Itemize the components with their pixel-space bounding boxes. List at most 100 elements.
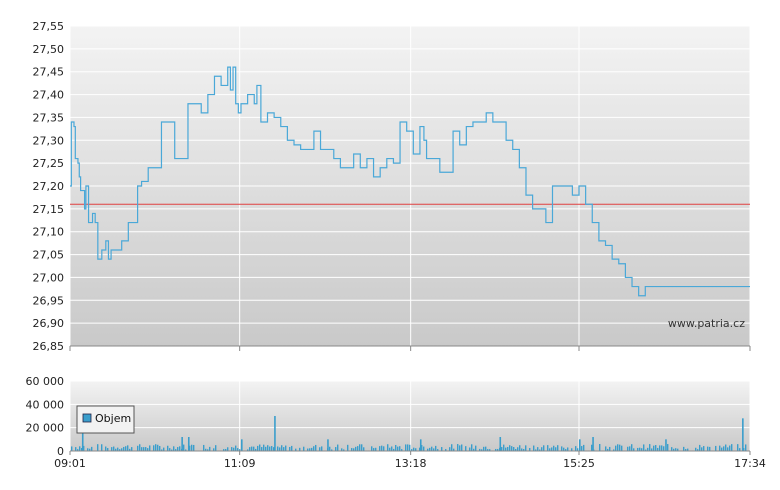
volume-bar — [543, 445, 545, 451]
volume-bar — [653, 445, 655, 451]
volume-bar — [161, 449, 163, 451]
volume-bar — [627, 446, 629, 451]
volume-bar — [565, 449, 567, 451]
volume-bar — [115, 448, 117, 451]
volume-bar — [387, 444, 389, 451]
volume-bar — [231, 447, 233, 451]
volume-bar — [707, 446, 709, 451]
volume-bar — [125, 446, 127, 451]
volume-bar — [119, 449, 121, 451]
volume-bar — [77, 449, 79, 451]
volume-bar — [299, 447, 301, 451]
volume-bar — [509, 445, 511, 451]
volume-bar — [225, 448, 227, 451]
volume-bar — [281, 445, 283, 451]
volume-bar — [277, 446, 279, 451]
volume-bar — [551, 447, 553, 451]
volume-bar — [629, 446, 631, 451]
price-x-ticks — [69, 346, 751, 351]
volume-bar — [97, 444, 99, 451]
volume-bar — [621, 445, 623, 451]
volume-bar — [581, 446, 583, 451]
volume-bar — [421, 445, 423, 451]
volume-bar — [203, 444, 205, 451]
volume-bar — [373, 448, 375, 451]
volume-bar — [645, 449, 647, 451]
volume-panel: 60 000 40 000 20 000 0 09:01 11:09 13:18 15:25… — [26, 375, 766, 470]
volume-bar — [289, 446, 291, 451]
volume-bar — [725, 444, 727, 451]
volume-bar — [511, 446, 513, 451]
volume-bar — [503, 444, 505, 451]
price-y-tick-label: 27,20 — [33, 180, 65, 193]
price-series-line — [70, 66, 750, 297]
volume-bar — [451, 444, 453, 451]
volume-bar — [727, 447, 729, 451]
volume-bar — [397, 446, 399, 451]
volume-bar — [329, 446, 331, 451]
volume-bar — [209, 446, 211, 451]
volume-bar — [319, 447, 321, 451]
volume-bar — [501, 447, 503, 451]
volume-bar — [303, 446, 305, 451]
volume-bar — [481, 449, 483, 451]
volume-bar — [399, 446, 401, 451]
volume-bar — [497, 449, 499, 451]
volume-bar — [257, 445, 259, 451]
volume-bar — [101, 444, 103, 451]
volume-bar — [117, 447, 119, 451]
volume-bar-spike — [665, 439, 667, 451]
volume-bar — [423, 446, 425, 451]
volume-bar — [263, 444, 265, 451]
price-y-tick-label: 27,50 — [33, 43, 65, 56]
volume-bar — [395, 444, 397, 451]
volume-bar — [71, 446, 73, 451]
volume-bar — [265, 446, 267, 451]
volume-bar — [121, 448, 123, 451]
volume-bar — [381, 445, 383, 451]
volume-bar — [321, 446, 323, 451]
volume-bar — [361, 444, 363, 451]
volume-bar — [237, 448, 239, 451]
volume-bar — [643, 444, 645, 451]
volume-bar-spike — [274, 416, 276, 451]
volume-bar — [359, 444, 361, 451]
volume-bar — [633, 448, 635, 451]
volume-bar — [555, 447, 557, 451]
volume-bar — [697, 449, 699, 451]
volume-bar — [473, 448, 475, 451]
volume-bar — [731, 444, 733, 451]
volume-bar — [239, 449, 241, 451]
volume-bar — [383, 446, 385, 451]
volume-bar — [87, 448, 89, 451]
volume-bar — [407, 444, 409, 451]
volume-bar — [171, 449, 173, 451]
volume-bar — [283, 447, 285, 451]
volume-bar — [205, 448, 207, 451]
volume-bar — [145, 447, 147, 451]
volume-y-tick-label: 40 000 — [26, 398, 65, 411]
volume-bar — [343, 449, 345, 451]
volume-bar — [153, 445, 155, 451]
volume-bar — [513, 447, 515, 451]
volume-bar — [233, 447, 235, 451]
volume-bar — [639, 447, 641, 451]
volume-bar — [415, 448, 417, 451]
volume-bar — [701, 447, 703, 451]
volume-bar — [175, 449, 177, 451]
volume-x-tick-label: 15:25 — [563, 457, 595, 470]
volume-bar — [223, 449, 225, 451]
volume-bar — [699, 444, 701, 451]
price-y-tick-label: 27,35 — [33, 111, 65, 124]
volume-bar — [159, 446, 161, 451]
volume-bar — [253, 446, 255, 451]
volume-bar — [651, 448, 653, 451]
volume-bar — [495, 448, 497, 451]
volume-bar — [379, 446, 381, 451]
volume-bar-spike — [181, 437, 183, 451]
volume-bar — [315, 444, 317, 451]
volume-bar — [709, 446, 711, 451]
volume-bar — [251, 446, 253, 451]
volume-bar — [453, 448, 455, 451]
